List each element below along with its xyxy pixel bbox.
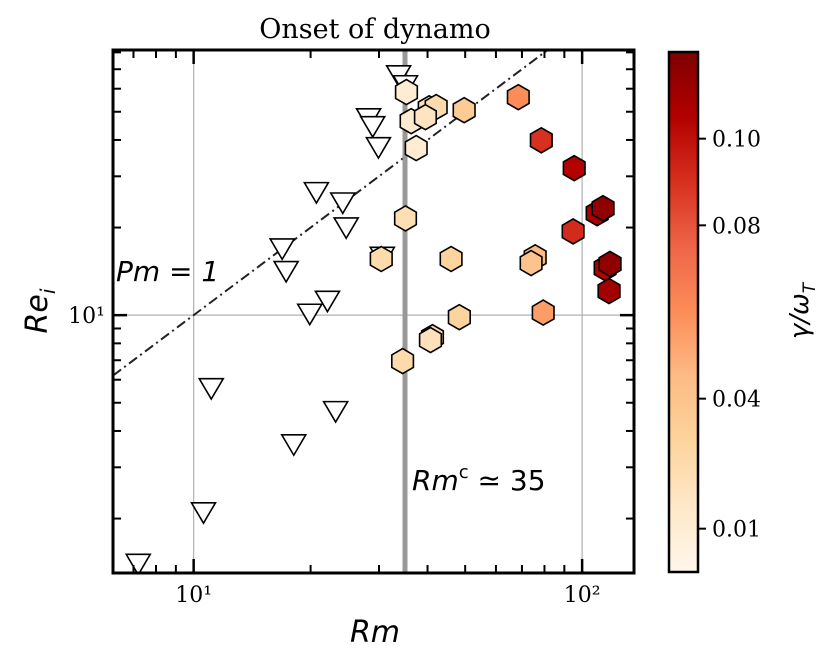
no-dynamo-marker [124, 553, 152, 573]
colorbar [667, 50, 700, 574]
no-dynamo-marker [268, 238, 296, 261]
y-axis-label: Rei [20, 288, 60, 333]
no-dynamo-marker [332, 217, 360, 240]
no-dynamo-marker [329, 192, 357, 215]
dynamo-marker [447, 303, 472, 331]
dynamo-marker [506, 83, 530, 111]
y-axis-label-sub: i [36, 288, 60, 294]
colorbar-tick-label: 0.10 [712, 128, 761, 153]
pm-line [113, 50, 550, 377]
colorbar-label: γ/ωT [785, 281, 820, 339]
no-dynamo-marker [296, 303, 324, 327]
dynamo-marker [394, 78, 419, 106]
colorbar-tick-label: 0.08 [712, 214, 761, 239]
no-dynamo-marker [190, 501, 217, 525]
pm-line-label: Pm = 1 [116, 255, 219, 288]
no-dynamo-marker [197, 377, 225, 401]
no-dynamo-marker [272, 260, 300, 284]
rm-critical-rest: ≃ 35 [469, 464, 546, 497]
dynamo-marker [598, 250, 622, 278]
colorbar-tick-label: 0.01 [712, 518, 761, 543]
no-dynamo-marker [314, 290, 341, 314]
dynamo-marker [452, 96, 476, 124]
dynamo-marker [531, 299, 555, 327]
chart-title: Onset of dynamo [259, 14, 491, 45]
no-dynamo-marker [365, 136, 392, 160]
dynamo-marker [529, 126, 553, 154]
no-dynamo-marker [280, 434, 308, 457]
dynamo-marker [418, 326, 443, 354]
plot-area [113, 50, 622, 573]
dynamo-marker [591, 194, 615, 222]
dynamo-marker [393, 204, 418, 232]
y-axis-label-main: Re [20, 294, 55, 333]
dynamo-marker [404, 134, 428, 162]
colorbar-label-sub: T [800, 281, 820, 293]
dynamo-marker [390, 347, 415, 375]
dynamo-marker [369, 245, 393, 273]
dynamo-marker [413, 103, 438, 131]
rm-critical-main: Rm [412, 464, 459, 497]
x-tick-label: 10¹ [175, 583, 212, 608]
dynamo-marker [562, 154, 586, 182]
no-dynamo-marker [322, 400, 350, 424]
x-tick-label: 10² [564, 583, 601, 608]
no-dynamo-marker [302, 181, 330, 205]
dynamo-marker [597, 277, 621, 305]
dynamo-marker [561, 217, 585, 245]
y-tick-label: 10¹ [68, 304, 105, 329]
no-dynamo-marker [359, 115, 387, 139]
colorbar-label-main: γ/ω [785, 293, 815, 339]
x-axis-label: Rm [350, 615, 400, 650]
rm-critical-label: Rmc ≃ 35 [412, 462, 546, 497]
colorbar-tick-label: 0.04 [712, 388, 761, 413]
dynamo-marker [519, 249, 543, 277]
plot-frame [111, 48, 636, 575]
dynamo-marker [439, 245, 463, 273]
rm-critical-sup: c [459, 462, 469, 483]
